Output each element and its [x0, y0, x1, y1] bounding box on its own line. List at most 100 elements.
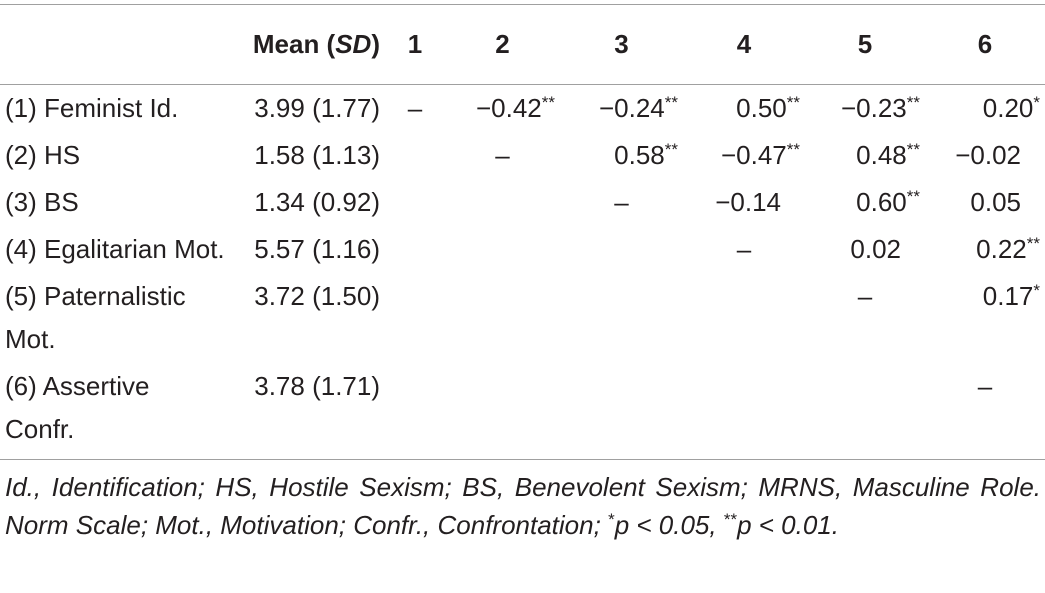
correlation-cell: 0.58**: [560, 132, 683, 179]
empty-cell: [445, 226, 560, 273]
row-label: (1) Feminist Id.: [5, 93, 179, 123]
empty-cell: [385, 226, 445, 273]
empty-cell: [560, 226, 683, 273]
correlation-cell: −0.24**: [560, 85, 683, 133]
table-row: (1) Feminist Id. 3.99 (1.77) – −0.42** −0.24…: [0, 85, 1045, 133]
correlation-value: 0.50: [736, 93, 787, 123]
correlation-cell: 0.05: [925, 179, 1045, 226]
correlation-cell: 0.50**: [683, 85, 805, 133]
correlation-value: 0.58: [614, 140, 665, 170]
correlation-cell: −0.23**: [805, 85, 925, 133]
header-text: ): [371, 29, 380, 59]
footnote-text: Id., Identification; HS, Hostile Sexism;…: [5, 472, 1041, 540]
correlation-value: –: [857, 281, 873, 311]
row-label: (3) BS: [5, 187, 79, 217]
header-row: Mean (SD) 1 2 3 4 5 6: [0, 4, 1045, 85]
mean-sd: 3.72 (1.50): [254, 281, 380, 311]
correlation-value: 0.22: [976, 234, 1027, 264]
correlation-value: –: [495, 140, 510, 170]
mean-sd: 3.78 (1.71): [254, 371, 380, 401]
correlation-value: 0.02: [850, 234, 901, 264]
correlation-cell: −0.02: [925, 132, 1045, 179]
correlation-cell: 0.22**: [925, 226, 1045, 273]
correlation-value: −0.14: [715, 187, 781, 217]
header-cell: Mean (SD): [230, 5, 385, 85]
correlation-cell: −0.47**: [683, 132, 805, 179]
row-label: (6) Assertive Confr.: [5, 371, 150, 444]
mean-sd: 1.34 (0.92): [254, 187, 380, 217]
correlation-value: 0.05: [970, 187, 1021, 217]
footnote: Id., Identification; HS, Hostile Sexism;…: [0, 460, 1045, 544]
correlation-value: 0.17: [982, 281, 1034, 311]
page-body: Mean (SD) 1 2 3 4 5 6 (1) Feminist Id. 3.99 (1…: [0, 4, 1045, 593]
correlation-value: –: [977, 371, 993, 401]
correlation-cell: −0.14: [683, 179, 805, 226]
correlation-value: –: [614, 187, 629, 217]
empty-cell: [385, 132, 445, 179]
empty-cell: [805, 363, 925, 460]
empty-cell: [445, 363, 560, 460]
row-label: (4) Egalitarian Mot.: [5, 234, 225, 264]
column-header: 2: [495, 29, 510, 59]
correlation-cell: –: [385, 85, 445, 133]
footnote-sup: *: [608, 510, 615, 529]
correlation-value: 0.20: [982, 93, 1034, 123]
table-body: (1) Feminist Id. 3.99 (1.77) – −0.42** −0.24…: [0, 85, 1045, 460]
empty-cell: [445, 273, 560, 363]
footnote-text: p < 0.05,: [614, 510, 724, 540]
table-row: (4) Egalitarian Mot. 5.57 (1.16) – 0.02 0.22…: [0, 226, 1045, 273]
empty-cell: [560, 363, 683, 460]
empty-cell: [683, 273, 805, 363]
significance-mark: **: [1026, 234, 1040, 253]
row-label: (5) Paternalistic Mot.: [5, 281, 186, 354]
correlation-cell: –: [445, 132, 560, 179]
significance-mark: *: [1033, 281, 1040, 300]
header-text: SD: [335, 29, 372, 59]
correlation-value: –: [407, 93, 423, 123]
header-text: Mean (: [252, 29, 336, 59]
column-header: 3: [614, 29, 629, 59]
empty-cell: [385, 179, 445, 226]
correlation-cell: 0.20*: [925, 85, 1045, 133]
column-header: 6: [977, 29, 993, 59]
correlation-cell: –: [925, 363, 1045, 460]
correlation-value: 0.48: [856, 140, 907, 170]
footnote-text: p < 0.01.: [737, 510, 839, 540]
correlation-cell: –: [805, 273, 925, 363]
correlation-cell: 0.48**: [805, 132, 925, 179]
empty-cell: [385, 363, 445, 460]
correlation-value: 0.60: [856, 187, 907, 217]
correlation-cell: –: [683, 226, 805, 273]
column-header: 1: [407, 29, 423, 59]
correlation-value: −0.47: [720, 140, 787, 170]
table-row: (2) HS 1.58 (1.13) –0.58** −0.47** 0.48** −0.…: [0, 132, 1045, 179]
footnote-sup: **: [723, 510, 738, 529]
table-row: (3) BS 1.34 (0.92) – −0.14 0.60** 0.05: [0, 179, 1045, 226]
table-row: (6) Assertive Confr. 3.78 (1.71) –: [0, 363, 1045, 460]
significance-mark: **: [906, 140, 920, 159]
correlation-value: –: [736, 234, 752, 264]
correlation-value: −0.42: [475, 93, 542, 123]
empty-cell: [560, 273, 683, 363]
significance-mark: *: [1033, 93, 1040, 112]
correlation-cell: –: [560, 179, 683, 226]
significance-mark: **: [541, 93, 555, 112]
significance-mark: **: [664, 140, 678, 159]
significance-mark: **: [786, 93, 800, 112]
correlation-value: −0.23: [840, 93, 907, 123]
correlation-cell: −0.42**: [445, 85, 560, 133]
correlation-value: −0.24: [598, 93, 665, 123]
correlation-cell: 0.02: [805, 226, 925, 273]
mean-sd: 1.58 (1.13): [254, 140, 380, 170]
mean-sd: 3.99 (1.77): [254, 93, 380, 123]
significance-mark: **: [664, 93, 678, 112]
significance-mark: **: [786, 140, 800, 159]
empty-cell: [683, 363, 805, 460]
correlation-value: −0.02: [955, 140, 1021, 170]
empty-cell: [385, 273, 445, 363]
correlation-table: Mean (SD) 1 2 3 4 5 6 (1) Feminist Id. 3.99 (1…: [0, 4, 1045, 460]
mean-sd: 5.57 (1.16): [254, 234, 380, 264]
header-cell: [0, 5, 230, 85]
column-header: 5: [857, 29, 873, 59]
